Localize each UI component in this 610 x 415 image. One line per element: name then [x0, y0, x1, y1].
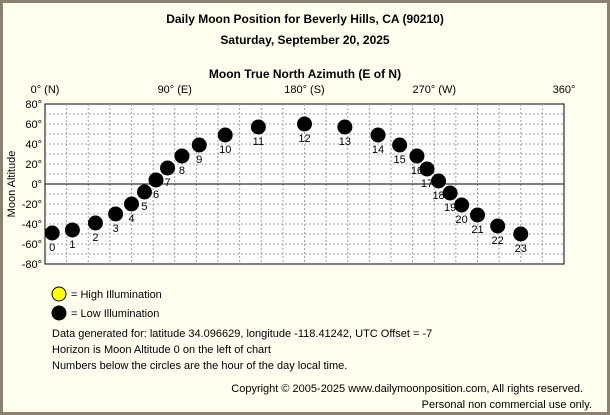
- usage-note: Personal non commercial use only.: [422, 399, 592, 411]
- hour-label: 19: [444, 202, 456, 214]
- hour-label: 11: [253, 136, 264, 148]
- moon-position-point: [470, 207, 485, 223]
- x-tick-label: 270° (W): [412, 84, 456, 96]
- x-tick-label: 0° (N): [31, 84, 60, 96]
- moon-position-point: [442, 185, 458, 201]
- moon-position-point: [337, 119, 353, 135]
- legend-low-label: = Low Illumination: [71, 308, 159, 320]
- legend-high-label: = High Illumination: [71, 289, 162, 301]
- moon-position-point: [124, 196, 139, 212]
- legend-high-marker: [51, 286, 67, 302]
- hour-label: 0: [49, 242, 55, 254]
- hour-label: 18: [432, 190, 444, 202]
- y-tick-label: 60°: [25, 119, 42, 131]
- moon-position-point: [392, 137, 408, 153]
- y-tick-label: 80°: [25, 99, 42, 111]
- y-tick-label: -20°: [22, 199, 42, 211]
- y-tick-label: 20°: [25, 159, 42, 171]
- hour-label: 21: [471, 224, 483, 236]
- moon-position-point: [513, 226, 529, 242]
- moon-position-point: [490, 218, 506, 234]
- moon-position-point: [136, 184, 152, 200]
- moon-position-point: [108, 206, 124, 222]
- moon-position-point: [454, 197, 470, 213]
- moon-position-point: [148, 172, 164, 188]
- hour-label: 12: [298, 133, 310, 145]
- hour-label: 22: [492, 235, 504, 247]
- y-tick-labels: 80° 60° 40° 20° 0° -20° -40° -60° -80°: [22, 99, 42, 271]
- hour-label: 14: [372, 144, 384, 156]
- y-tick-label: 0°: [31, 179, 42, 191]
- chart-date: Saturday, September 20, 2025: [220, 33, 390, 47]
- moon-position-point: [191, 137, 207, 153]
- chart-main-title: Daily Moon Position for Beverly Hills, C…: [166, 12, 444, 26]
- hour-label: 9: [196, 154, 202, 166]
- x-tick-label: 90° (E): [158, 84, 192, 96]
- hour-label: 4: [128, 213, 134, 225]
- y-tick-label: -60°: [22, 239, 42, 251]
- moon-position-point: [217, 127, 233, 143]
- hour-label: 8: [179, 165, 185, 177]
- legend-low-marker: [51, 305, 67, 321]
- hour-label: 2: [92, 232, 98, 244]
- moon-position-point: [370, 127, 386, 143]
- moon-position-point: [160, 160, 176, 176]
- y-tick-label: -40°: [22, 219, 42, 231]
- moon-position-point: [297, 116, 312, 132]
- hour-label: 23: [515, 243, 527, 255]
- y-axis-title: Moon Altitude: [6, 151, 18, 218]
- x-tick-labels: 0° (N) 90° (E) 180° (S) 270° (W) 360°: [31, 84, 576, 96]
- hour-label: 17: [421, 178, 433, 190]
- y-tick-label: 40°: [25, 139, 42, 151]
- x-axis-title: Moon True North Azimuth (E of N): [209, 67, 401, 81]
- y-tick-label: -80°: [22, 259, 42, 271]
- hour-label: 13: [339, 136, 351, 148]
- hour-label: 3: [113, 223, 119, 235]
- hour-label: 7: [164, 177, 170, 189]
- moon-position-point: [87, 215, 103, 231]
- info-line-hours: Numbers below the circles are the hour o…: [52, 360, 347, 372]
- moon-position-point: [64, 222, 80, 238]
- hour-label: 10: [219, 144, 231, 156]
- hour-label: 5: [141, 201, 147, 213]
- moon-position-point: [174, 148, 190, 164]
- moon-position-point: [44, 225, 60, 241]
- hour-label: 1: [69, 239, 75, 251]
- x-tick-label: 360°: [553, 84, 576, 96]
- hour-label: 6: [153, 189, 159, 201]
- hour-label: 15: [394, 154, 406, 166]
- info-line-location: Data generated for: latitude 34.096629, …: [52, 328, 432, 340]
- x-tick-label: 180° (S): [284, 84, 324, 96]
- moon-position-point: [250, 119, 266, 135]
- moon-position-point: [409, 148, 425, 164]
- hour-label: 20: [456, 214, 468, 226]
- moon-position-point: [419, 161, 435, 177]
- moon-position-point: [431, 173, 447, 189]
- copyright-text: Copyright © 2005-2025 www.dailymoonposit…: [231, 383, 583, 395]
- info-line-horizon: Horizon is Moon Altitude 0 on the left o…: [52, 344, 271, 356]
